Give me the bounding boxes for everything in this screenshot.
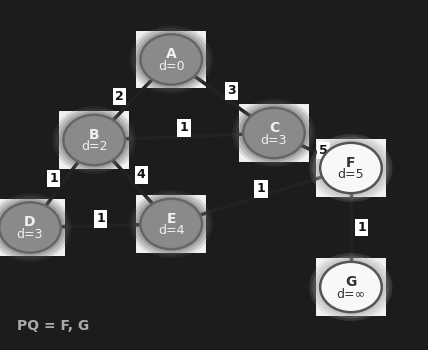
Circle shape [140, 34, 202, 85]
FancyBboxPatch shape [316, 258, 386, 316]
Text: 2: 2 [116, 90, 124, 103]
Text: 1: 1 [49, 172, 58, 185]
Text: d=2: d=2 [81, 140, 107, 154]
Circle shape [0, 196, 68, 259]
Text: G: G [345, 275, 357, 289]
Circle shape [136, 31, 206, 88]
Circle shape [316, 139, 386, 197]
Circle shape [316, 258, 386, 316]
Text: 3: 3 [227, 84, 235, 98]
FancyBboxPatch shape [316, 139, 386, 197]
FancyBboxPatch shape [136, 195, 206, 253]
Circle shape [0, 194, 71, 261]
Text: d=0: d=0 [158, 60, 184, 73]
Circle shape [232, 99, 315, 167]
Circle shape [56, 108, 133, 172]
Circle shape [133, 28, 210, 91]
Circle shape [53, 106, 136, 174]
Circle shape [140, 199, 202, 249]
Text: 1: 1 [180, 121, 188, 134]
Circle shape [0, 202, 61, 253]
Circle shape [130, 26, 213, 93]
Text: d=5: d=5 [338, 168, 364, 182]
Circle shape [309, 253, 392, 321]
Text: d=∞: d=∞ [336, 287, 366, 301]
Circle shape [130, 190, 213, 258]
Text: D: D [24, 215, 36, 229]
FancyBboxPatch shape [136, 31, 206, 88]
Text: 4: 4 [137, 168, 146, 182]
Text: PQ = F, G: PQ = F, G [17, 318, 89, 332]
Circle shape [320, 143, 382, 193]
Text: d=3: d=3 [17, 228, 43, 241]
Text: 1: 1 [96, 212, 105, 225]
Circle shape [312, 136, 389, 199]
FancyBboxPatch shape [59, 111, 129, 169]
Circle shape [320, 262, 382, 312]
Circle shape [59, 111, 129, 169]
Circle shape [136, 195, 206, 253]
Text: d=3: d=3 [261, 133, 287, 147]
Text: E: E [166, 212, 176, 226]
Circle shape [309, 134, 392, 202]
Text: 1: 1 [257, 182, 265, 196]
Text: B: B [89, 128, 99, 142]
Circle shape [239, 104, 309, 162]
Text: F: F [346, 156, 356, 170]
Circle shape [0, 199, 65, 256]
Circle shape [63, 115, 125, 165]
Circle shape [235, 102, 312, 164]
Text: 1: 1 [357, 221, 366, 234]
FancyBboxPatch shape [0, 199, 65, 256]
Circle shape [133, 193, 210, 256]
Text: 5: 5 [319, 144, 327, 157]
Circle shape [243, 108, 305, 158]
Text: C: C [269, 121, 279, 135]
Text: A: A [166, 47, 177, 61]
FancyBboxPatch shape [239, 104, 309, 162]
Circle shape [312, 256, 389, 318]
Text: d=4: d=4 [158, 224, 184, 238]
